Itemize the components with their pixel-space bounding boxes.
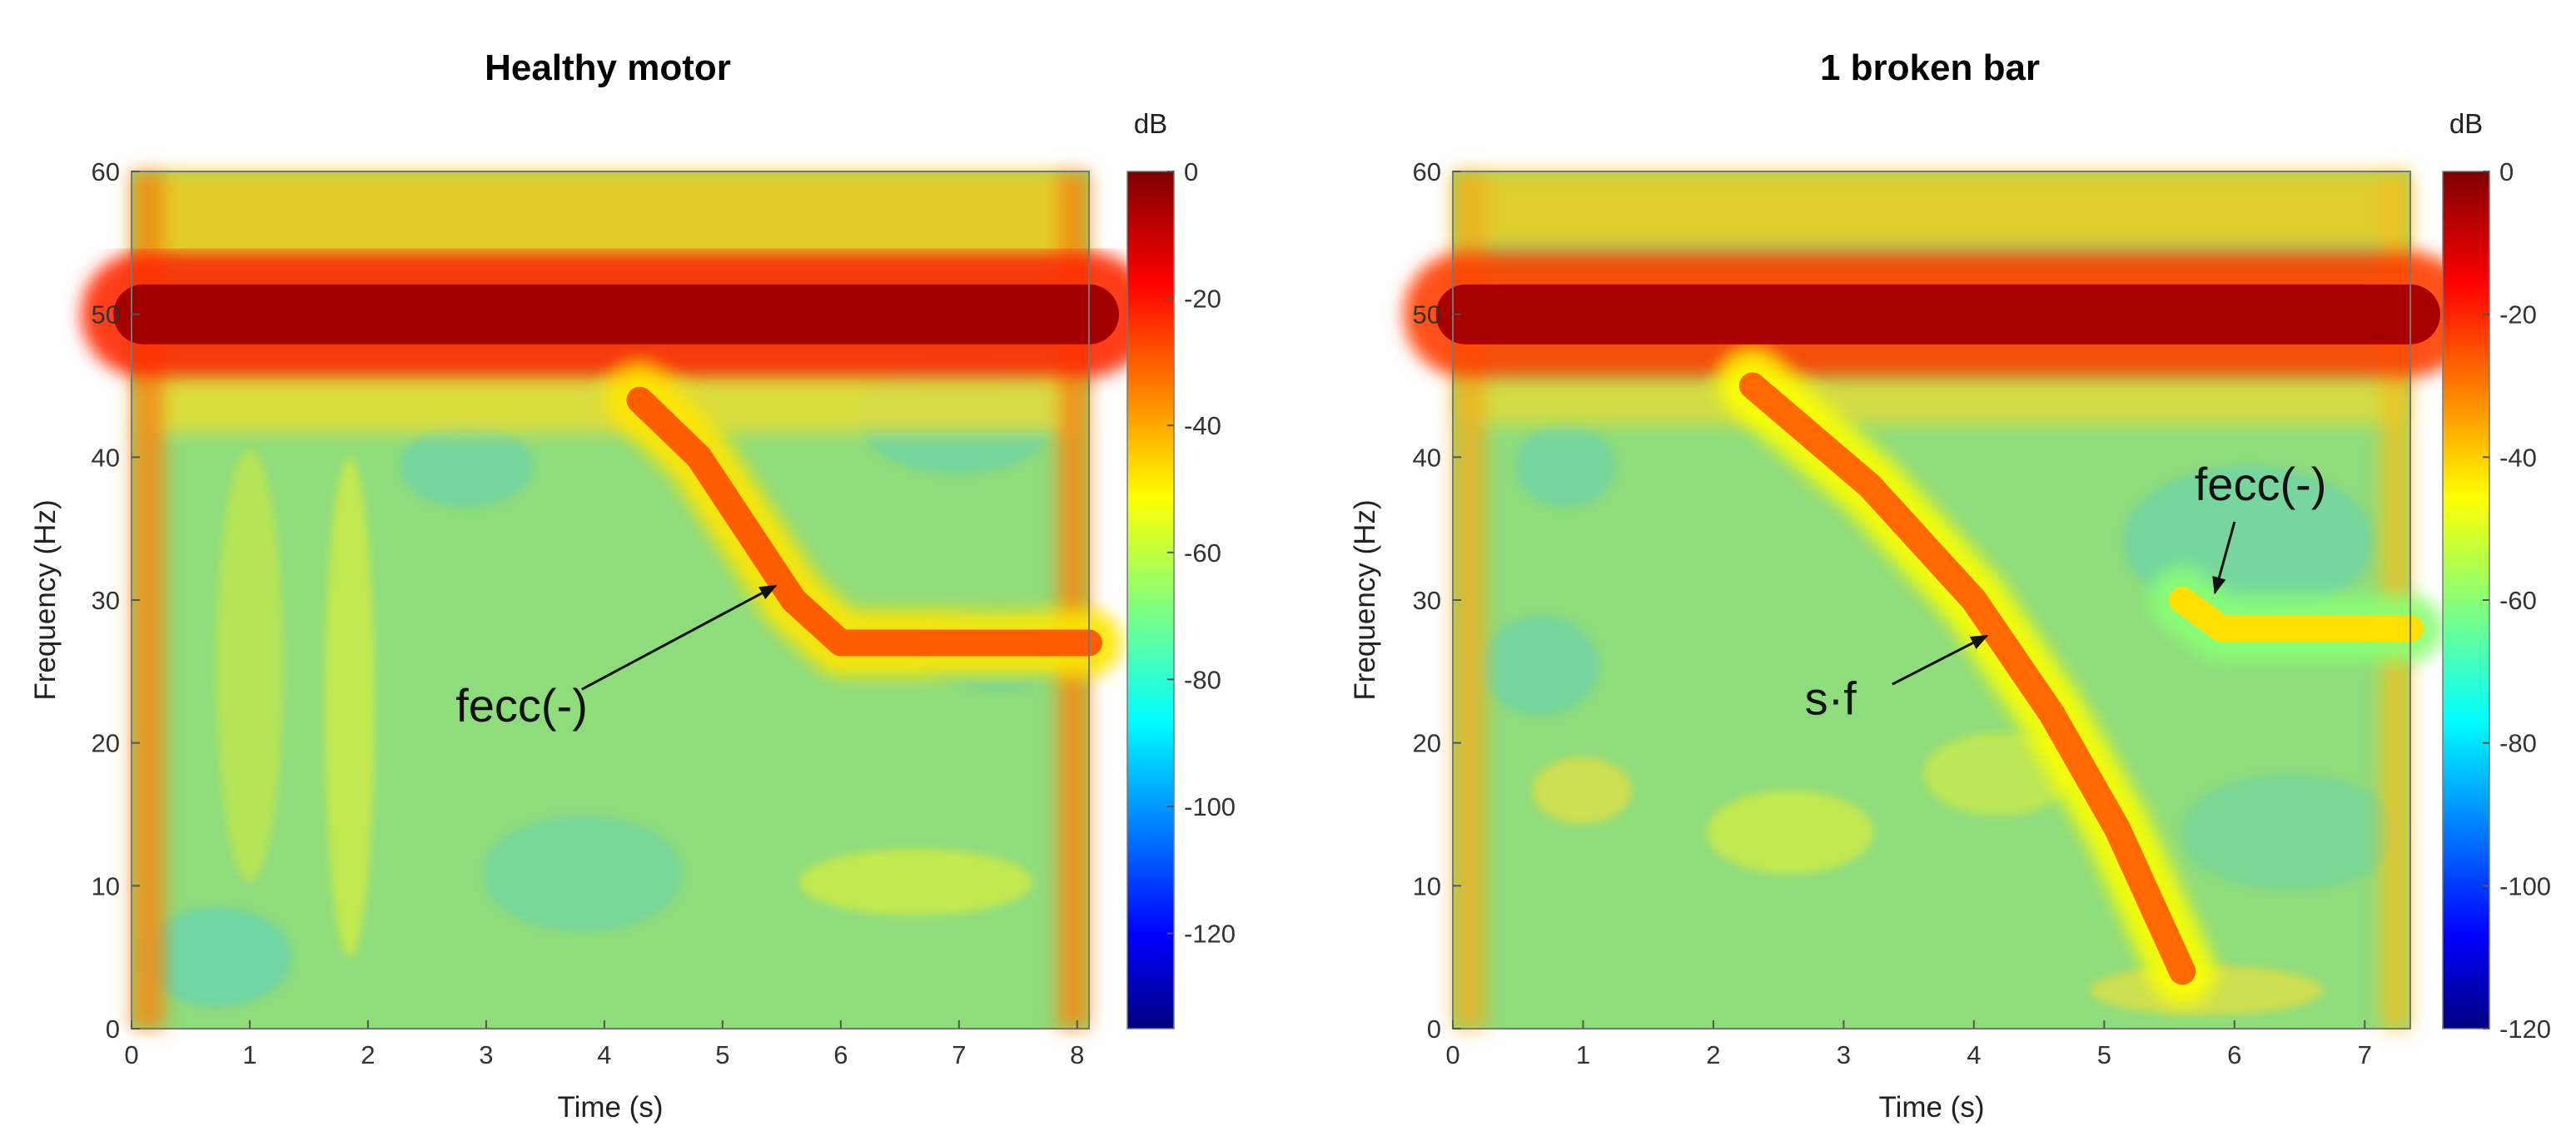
annotation-label: fecc(-) [455, 679, 588, 732]
x-tick-label: 7 [952, 1040, 966, 1069]
colorbar: dB 0 -20 -40 -60 -80 -100 -120 [1126, 108, 1236, 1029]
colorbar-tick-label: -40 [1184, 411, 1221, 440]
x-tick-label: 4 [597, 1040, 611, 1069]
colorbar-tick-label: -120 [1184, 920, 1236, 949]
annotation-label: s·f [1805, 672, 1857, 724]
x-tick-label: 8 [1070, 1040, 1084, 1069]
annotation-arrow [1892, 634, 1989, 686]
annotation-arrow [2212, 521, 2236, 595]
feature-ridge [2169, 587, 2424, 642]
x-tick-label: 6 [2227, 1040, 2241, 1069]
x-tick-label: 6 [833, 1040, 848, 1069]
colorbar-tick-label: -60 [2499, 586, 2537, 615]
x-tick-label: 5 [715, 1040, 729, 1069]
colorbar-tick-label: 0 [2499, 157, 2514, 186]
y-tick-label: 30 [92, 586, 120, 615]
y-tick-label: 0 [106, 1014, 120, 1044]
colorbar-tick-label: -20 [1184, 285, 1221, 314]
x-tick-label: 5 [2097, 1040, 2111, 1069]
colorbar-tick-label: -60 [1184, 538, 1221, 568]
x-axis-label: Time (s) [1878, 1091, 1984, 1124]
y-ticks: 0 10 20 30 40 50 60 [92, 157, 140, 1044]
feature-cores [113, 284, 1119, 657]
x-tick-label: 4 [1967, 1040, 1981, 1069]
x-tick-label: 2 [1706, 1040, 1720, 1069]
colorbar-tick-label: -100 [1184, 792, 1236, 821]
colorbar-scale [2442, 171, 2490, 1029]
x-tick-label: 7 [2358, 1040, 2372, 1069]
colorbar-tick-label: -40 [2499, 443, 2537, 472]
x-ticks: 0 1 2 3 4 5 6 7 [1445, 1020, 2372, 1069]
panel-healthy-motor: Healthy motor 0 1 2 3 4 5 [29, 47, 1236, 1124]
x-tick-label: 2 [361, 1040, 375, 1069]
x-tick-label: 1 [242, 1040, 256, 1069]
x-axis-label: Time (s) [557, 1091, 663, 1124]
feature-cores [1435, 284, 2440, 985]
colorbar-label: dB [2449, 108, 2483, 139]
colorbar-tick-label: 0 [1184, 157, 1198, 186]
y-tick-label: 10 [1413, 871, 1441, 900]
x-tick-label: 3 [479, 1040, 493, 1069]
y-tick-label: 20 [1413, 729, 1441, 758]
noise-texture [1482, 424, 2398, 1015]
x-tick-label: 0 [124, 1040, 138, 1069]
x-tick-label: 1 [1576, 1040, 1590, 1069]
chart-title: 1 broken bar [1820, 47, 2040, 88]
y-tick-label: 20 [92, 729, 120, 758]
y-tick-label: 60 [1413, 157, 1441, 186]
y-tick-label: 10 [92, 871, 120, 900]
x-tick-label: 3 [1837, 1040, 1851, 1069]
colorbar-ticks: 0 -20 -40 -60 -80 -100 -120 [2483, 157, 2551, 1044]
x-ticks: 0 1 2 3 4 5 6 7 8 [124, 1020, 1084, 1069]
colorbar-tick-label: -120 [2499, 1014, 2551, 1044]
y-axis-label: Frequency (Hz) [29, 499, 62, 700]
colorbar-tick-label: -80 [2499, 729, 2537, 758]
colorbar-tick-label: -100 [2499, 871, 2551, 900]
annotations: fecc(-) [455, 584, 778, 732]
annotations: s·f fecc(-) [1805, 458, 2327, 725]
y-tick-label: 0 [1427, 1014, 1441, 1044]
y-tick-label: 50 [1413, 300, 1441, 330]
y-tick-label: 40 [1413, 443, 1441, 472]
panel-broken-bar: 1 broken bar 0 1 2 3 4 5 6 [1349, 47, 2551, 1124]
annotation-label: fecc(-) [2195, 458, 2327, 510]
y-tick-label: 50 [92, 300, 120, 330]
y-tick-label: 40 [92, 443, 120, 472]
colorbar-ticks: 0 -20 -40 -60 -80 -100 -120 [1167, 157, 1236, 949]
feature-ridge [1738, 372, 2196, 985]
colorbar-tick-label: -20 [2499, 300, 2537, 330]
chart-title: Healthy motor [485, 47, 731, 88]
y-axis-label: Frequency (Hz) [1349, 499, 1381, 700]
spectrogram-area [81, 171, 1151, 1029]
annotation-arrow [581, 584, 778, 691]
colorbar: dB 0 -20 -40 -60 -80 -100 -120 [2442, 108, 2551, 1044]
colorbar-label: dB [1134, 108, 1167, 139]
y-tick-label: 60 [92, 157, 120, 186]
colorbar-scale [1126, 171, 1175, 1029]
spectrogram-area [1403, 171, 2473, 1029]
y-ticks: 0 10 20 30 40 50 60 [1413, 157, 1461, 1044]
x-tick-label: 0 [1445, 1040, 1460, 1069]
y-tick-label: 30 [1413, 586, 1441, 615]
feature-ridge [626, 386, 1102, 657]
colorbar-tick-label: -80 [1184, 665, 1221, 694]
